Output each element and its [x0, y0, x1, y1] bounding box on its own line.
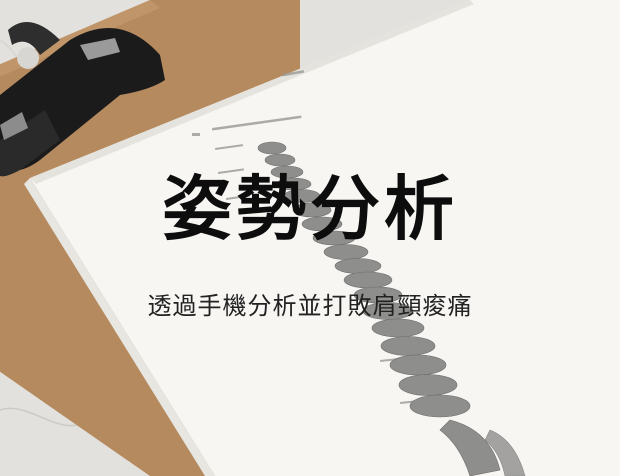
clip-hole: [17, 47, 39, 69]
hero-subtitle: 透過手機分析並打敗肩頸痠痛: [147, 292, 473, 320]
spine-drawing: [257, 141, 526, 476]
hero-title: 姿勢分析: [162, 168, 458, 250]
clipboard-clip: [0, 22, 165, 177]
diagram-labels: [192, 70, 419, 404]
